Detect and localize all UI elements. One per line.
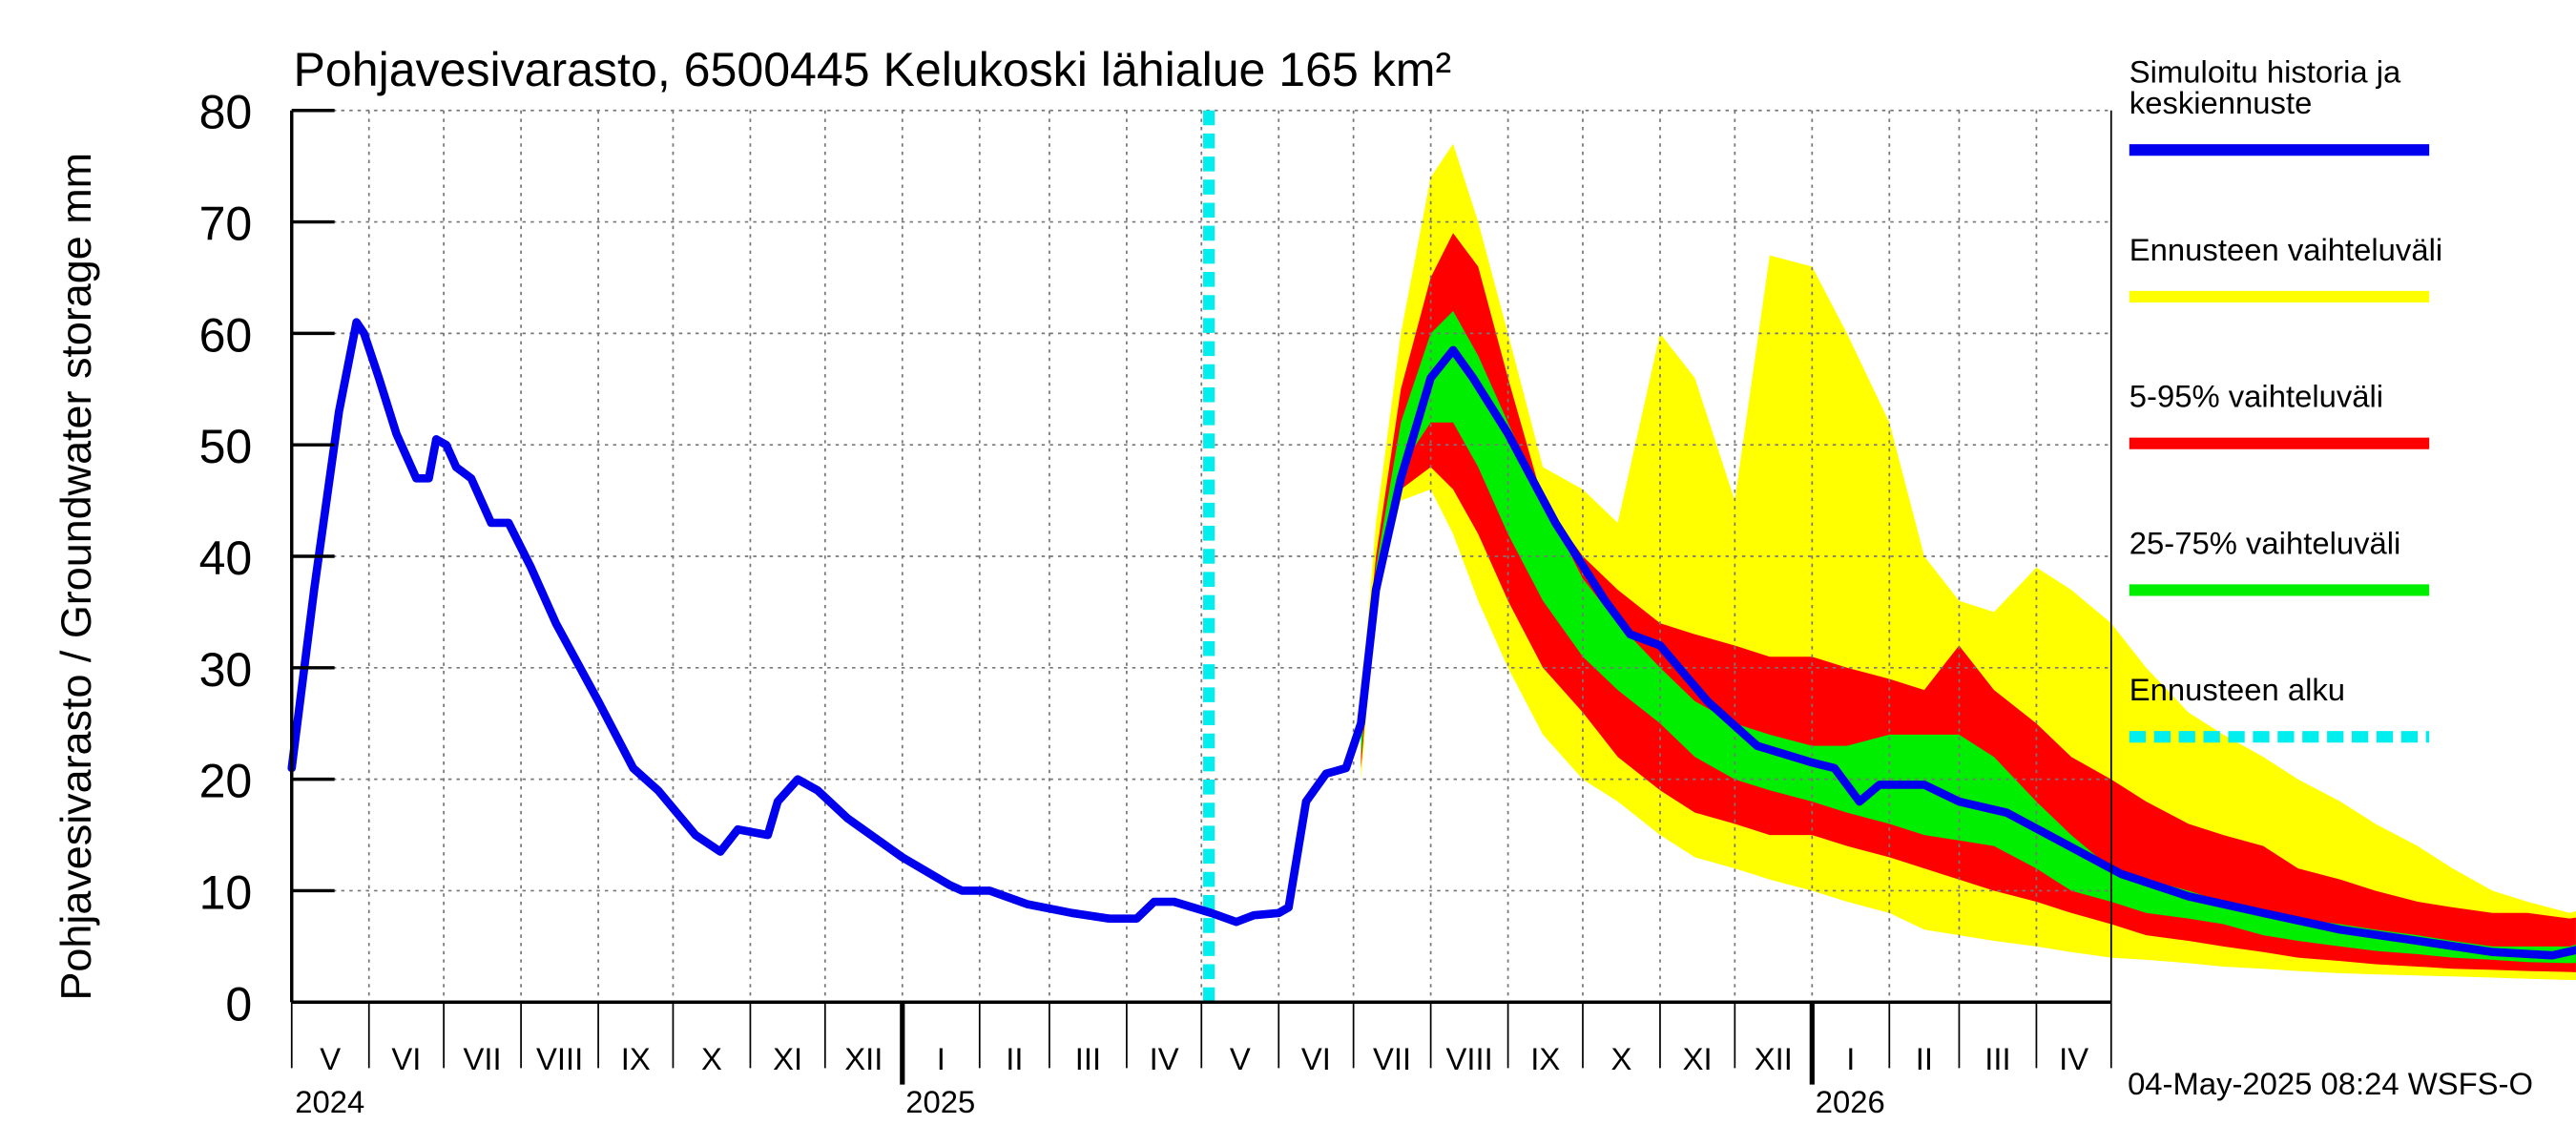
legend-label: Ennusteen vaihteluväli <box>2129 232 2442 267</box>
x-month-label: V <box>320 1041 341 1076</box>
y-tick-label: 30 <box>199 643 253 697</box>
x-month-label: VII <box>1373 1041 1411 1076</box>
x-year-label: 2026 <box>1816 1084 1885 1119</box>
legend-label: 25-75% vaihteluväli <box>2129 525 2401 560</box>
legend-label: Ennusteen alku <box>2129 672 2345 707</box>
x-month-label: XII <box>1755 1041 1793 1076</box>
x-year-label: 2025 <box>905 1084 975 1119</box>
legend-label: Simuloitu historia ja <box>2129 53 2401 89</box>
legend-label: 5-95% vaihteluväli <box>2129 379 2383 414</box>
x-month-label: I <box>1846 1041 1855 1076</box>
x-month-label: XI <box>773 1041 802 1076</box>
y-tick-label: 50 <box>199 420 253 473</box>
x-month-label: II <box>1916 1041 1933 1076</box>
series-lines <box>287 110 2576 1003</box>
x-month-label: III <box>1075 1041 1101 1076</box>
y-tick-label: 0 <box>225 977 252 1031</box>
x-year-label: 2024 <box>295 1084 364 1119</box>
x-month-label: XII <box>844 1041 883 1076</box>
forecast-bands <box>1361 143 2576 980</box>
x-month-label: IX <box>621 1041 651 1076</box>
grid-lines <box>291 109 2111 1003</box>
x-month-label: VIII <box>536 1041 583 1076</box>
x-month-label: X <box>1611 1041 1632 1076</box>
x-month-label: IX <box>1530 1041 1560 1076</box>
y-tick-label: 80 <box>199 86 253 139</box>
x-month-label: IV <box>2059 1041 2088 1076</box>
y-axis-label: Pohjavesivarasto / Groundwater storage m… <box>52 153 100 1001</box>
y-tick-label: 60 <box>199 308 253 362</box>
x-month-label: VI <box>1301 1041 1331 1076</box>
series-history-mean-line <box>287 318 2576 960</box>
x-month-label: V <box>1230 1041 1251 1076</box>
x-month-label: X <box>701 1041 722 1076</box>
band-p5_95-red <box>1361 233 2576 972</box>
y-tick-label: 70 <box>199 198 253 251</box>
x-month-label: VIII <box>1445 1041 1492 1076</box>
x-month-label: IV <box>1150 1041 1179 1076</box>
x-month-label: XI <box>1683 1041 1713 1076</box>
x-month-label: I <box>937 1041 945 1076</box>
x-month-label: VI <box>391 1041 421 1076</box>
x-month-label: VII <box>464 1041 502 1076</box>
y-tick-label: 20 <box>199 755 253 808</box>
x-month-label: III <box>1984 1041 2010 1076</box>
y-tick-label: 10 <box>199 865 253 919</box>
x-month-label: II <box>1006 1041 1023 1076</box>
legend-label: keskiennuste <box>2129 85 2313 120</box>
chart-title: Pohjavesivarasto, 6500445 Kelukoski lähi… <box>293 43 1451 96</box>
band-p25_75-green <box>1361 310 2576 964</box>
timestamp-label: 04-May-2025 08:24 WSFS-O <box>2128 1066 2533 1101</box>
y-tick-label: 40 <box>199 531 253 585</box>
